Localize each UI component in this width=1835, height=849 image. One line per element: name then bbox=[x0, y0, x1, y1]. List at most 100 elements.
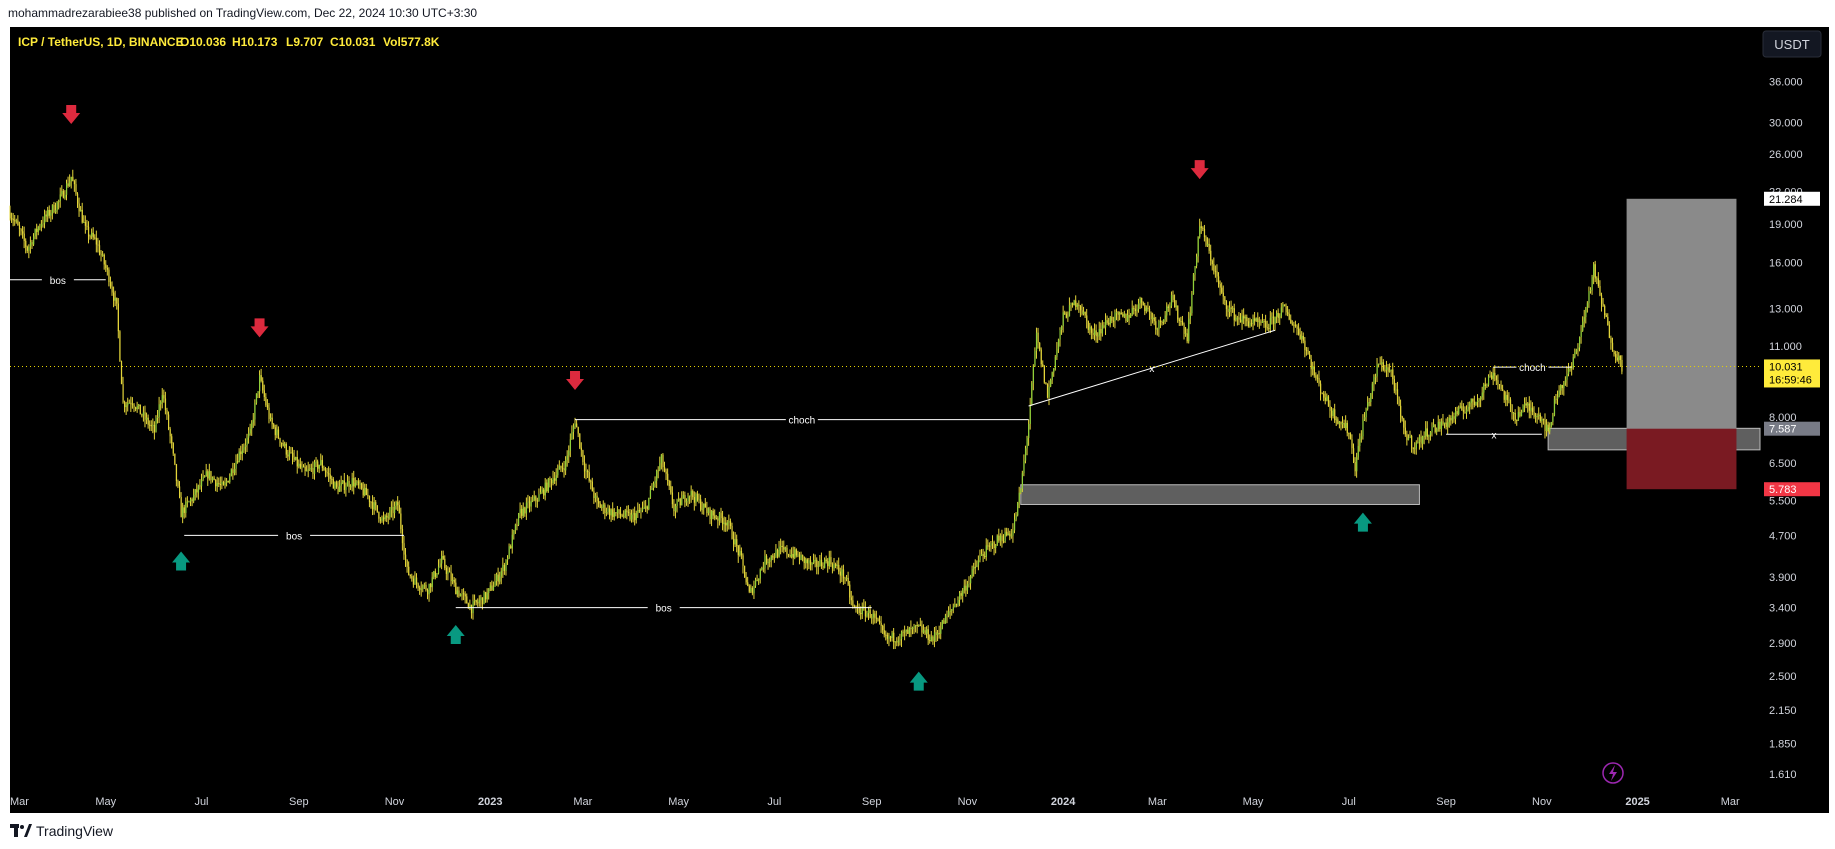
candle bbox=[999, 533, 1002, 546]
candle-body bbox=[1564, 379, 1567, 383]
candle-body bbox=[64, 194, 66, 198]
candle-body bbox=[748, 585, 750, 592]
candle-body bbox=[108, 269, 110, 283]
candle-body bbox=[340, 482, 342, 486]
candle bbox=[430, 583, 432, 593]
candle bbox=[282, 439, 284, 447]
candle-body bbox=[351, 478, 353, 487]
candle bbox=[1398, 396, 1400, 407]
candle-body bbox=[1105, 320, 1107, 328]
candle bbox=[1572, 354, 1574, 370]
candle bbox=[244, 438, 247, 454]
candle-body bbox=[1196, 256, 1198, 267]
price-label-white[interactable]: 21.284 bbox=[1764, 191, 1820, 206]
candle-body bbox=[1511, 404, 1513, 414]
candle-body bbox=[1412, 447, 1414, 450]
candle bbox=[1418, 434, 1421, 450]
candle-body bbox=[976, 565, 978, 568]
candle bbox=[1426, 421, 1428, 440]
x-axis[interactable]: Mar May Jul Sep Nov 2023 Mar May Jul Sep Nov 2024 Ma… bbox=[10, 796, 1740, 808]
candle bbox=[1112, 316, 1115, 327]
price-label-red[interactable]: 5.783 bbox=[1764, 482, 1820, 497]
candle bbox=[1412, 447, 1414, 454]
candle bbox=[1271, 312, 1273, 325]
candle bbox=[210, 470, 212, 484]
candle bbox=[1422, 435, 1424, 450]
candle-body bbox=[398, 505, 400, 514]
candle-body bbox=[368, 495, 371, 503]
candle-body bbox=[1279, 316, 1281, 318]
candle bbox=[1568, 362, 1570, 377]
candle bbox=[690, 485, 692, 503]
candle bbox=[1489, 370, 1491, 378]
x-tick-label: Sep bbox=[1436, 796, 1456, 808]
candle bbox=[682, 491, 685, 499]
candle bbox=[345, 482, 347, 497]
candle bbox=[227, 480, 229, 483]
candle-body bbox=[618, 509, 620, 515]
candle bbox=[662, 453, 664, 472]
candle-body bbox=[508, 546, 510, 559]
candle-body bbox=[431, 577, 433, 588]
candle bbox=[188, 500, 190, 503]
price-label-bg bbox=[1764, 421, 1820, 436]
candle-body bbox=[1566, 373, 1568, 380]
candle bbox=[302, 464, 305, 468]
candle bbox=[1538, 407, 1540, 420]
candle-body bbox=[271, 417, 273, 425]
candle bbox=[1126, 309, 1129, 323]
y-axis[interactable]: 42.00036.00030.00026.00022.00019.00016.0… bbox=[1764, 42, 1820, 781]
candle-body bbox=[1401, 416, 1403, 419]
candle-body bbox=[868, 609, 870, 614]
candle bbox=[260, 368, 262, 383]
candle-body bbox=[1607, 316, 1609, 325]
candle-body bbox=[233, 468, 236, 473]
candle bbox=[835, 562, 837, 569]
candle-body bbox=[1417, 441, 1419, 443]
candle bbox=[733, 531, 735, 552]
candle-body bbox=[61, 191, 63, 195]
candle-body bbox=[1119, 312, 1121, 315]
candle-body bbox=[461, 593, 463, 595]
candle bbox=[361, 482, 363, 490]
candle-body bbox=[437, 566, 440, 574]
candle bbox=[530, 496, 532, 512]
candle-body bbox=[1536, 415, 1538, 417]
candle-body bbox=[612, 509, 614, 517]
candle-body bbox=[425, 584, 427, 591]
candle-body bbox=[105, 264, 107, 268]
candle-body bbox=[1233, 308, 1235, 321]
candle bbox=[1362, 414, 1364, 440]
candle-body bbox=[1476, 400, 1479, 403]
currency-button[interactable]: USDT bbox=[1762, 30, 1822, 58]
candle-body bbox=[860, 612, 862, 615]
candle bbox=[1541, 416, 1543, 428]
candle bbox=[1368, 398, 1370, 407]
candle bbox=[1083, 306, 1085, 316]
up-arrow-icon bbox=[1353, 512, 1372, 532]
symbol-title[interactable]: ICP / TetherUS, 1D, BINANCE bbox=[18, 35, 184, 49]
candle-body bbox=[1491, 375, 1493, 379]
candle-body bbox=[744, 565, 746, 578]
candle bbox=[1552, 412, 1554, 426]
candle bbox=[1120, 309, 1122, 315]
candle-body bbox=[287, 454, 289, 457]
candle-body bbox=[657, 470, 659, 472]
candle-body bbox=[34, 228, 36, 237]
candle bbox=[1389, 363, 1391, 373]
candle-body bbox=[970, 576, 972, 584]
candle-body bbox=[230, 469, 233, 477]
candle-body bbox=[469, 604, 471, 609]
y-tick-label: 8.000 bbox=[1769, 412, 1797, 424]
candle-body bbox=[205, 471, 207, 477]
candle-body bbox=[1084, 311, 1086, 316]
candle-body bbox=[1447, 422, 1449, 427]
candle-body bbox=[538, 494, 540, 501]
candle-body bbox=[417, 583, 419, 588]
lightning-icon[interactable] bbox=[1602, 762, 1624, 784]
price-label-gray[interactable]: 7.587 bbox=[1764, 421, 1820, 436]
candle-body bbox=[307, 469, 309, 471]
